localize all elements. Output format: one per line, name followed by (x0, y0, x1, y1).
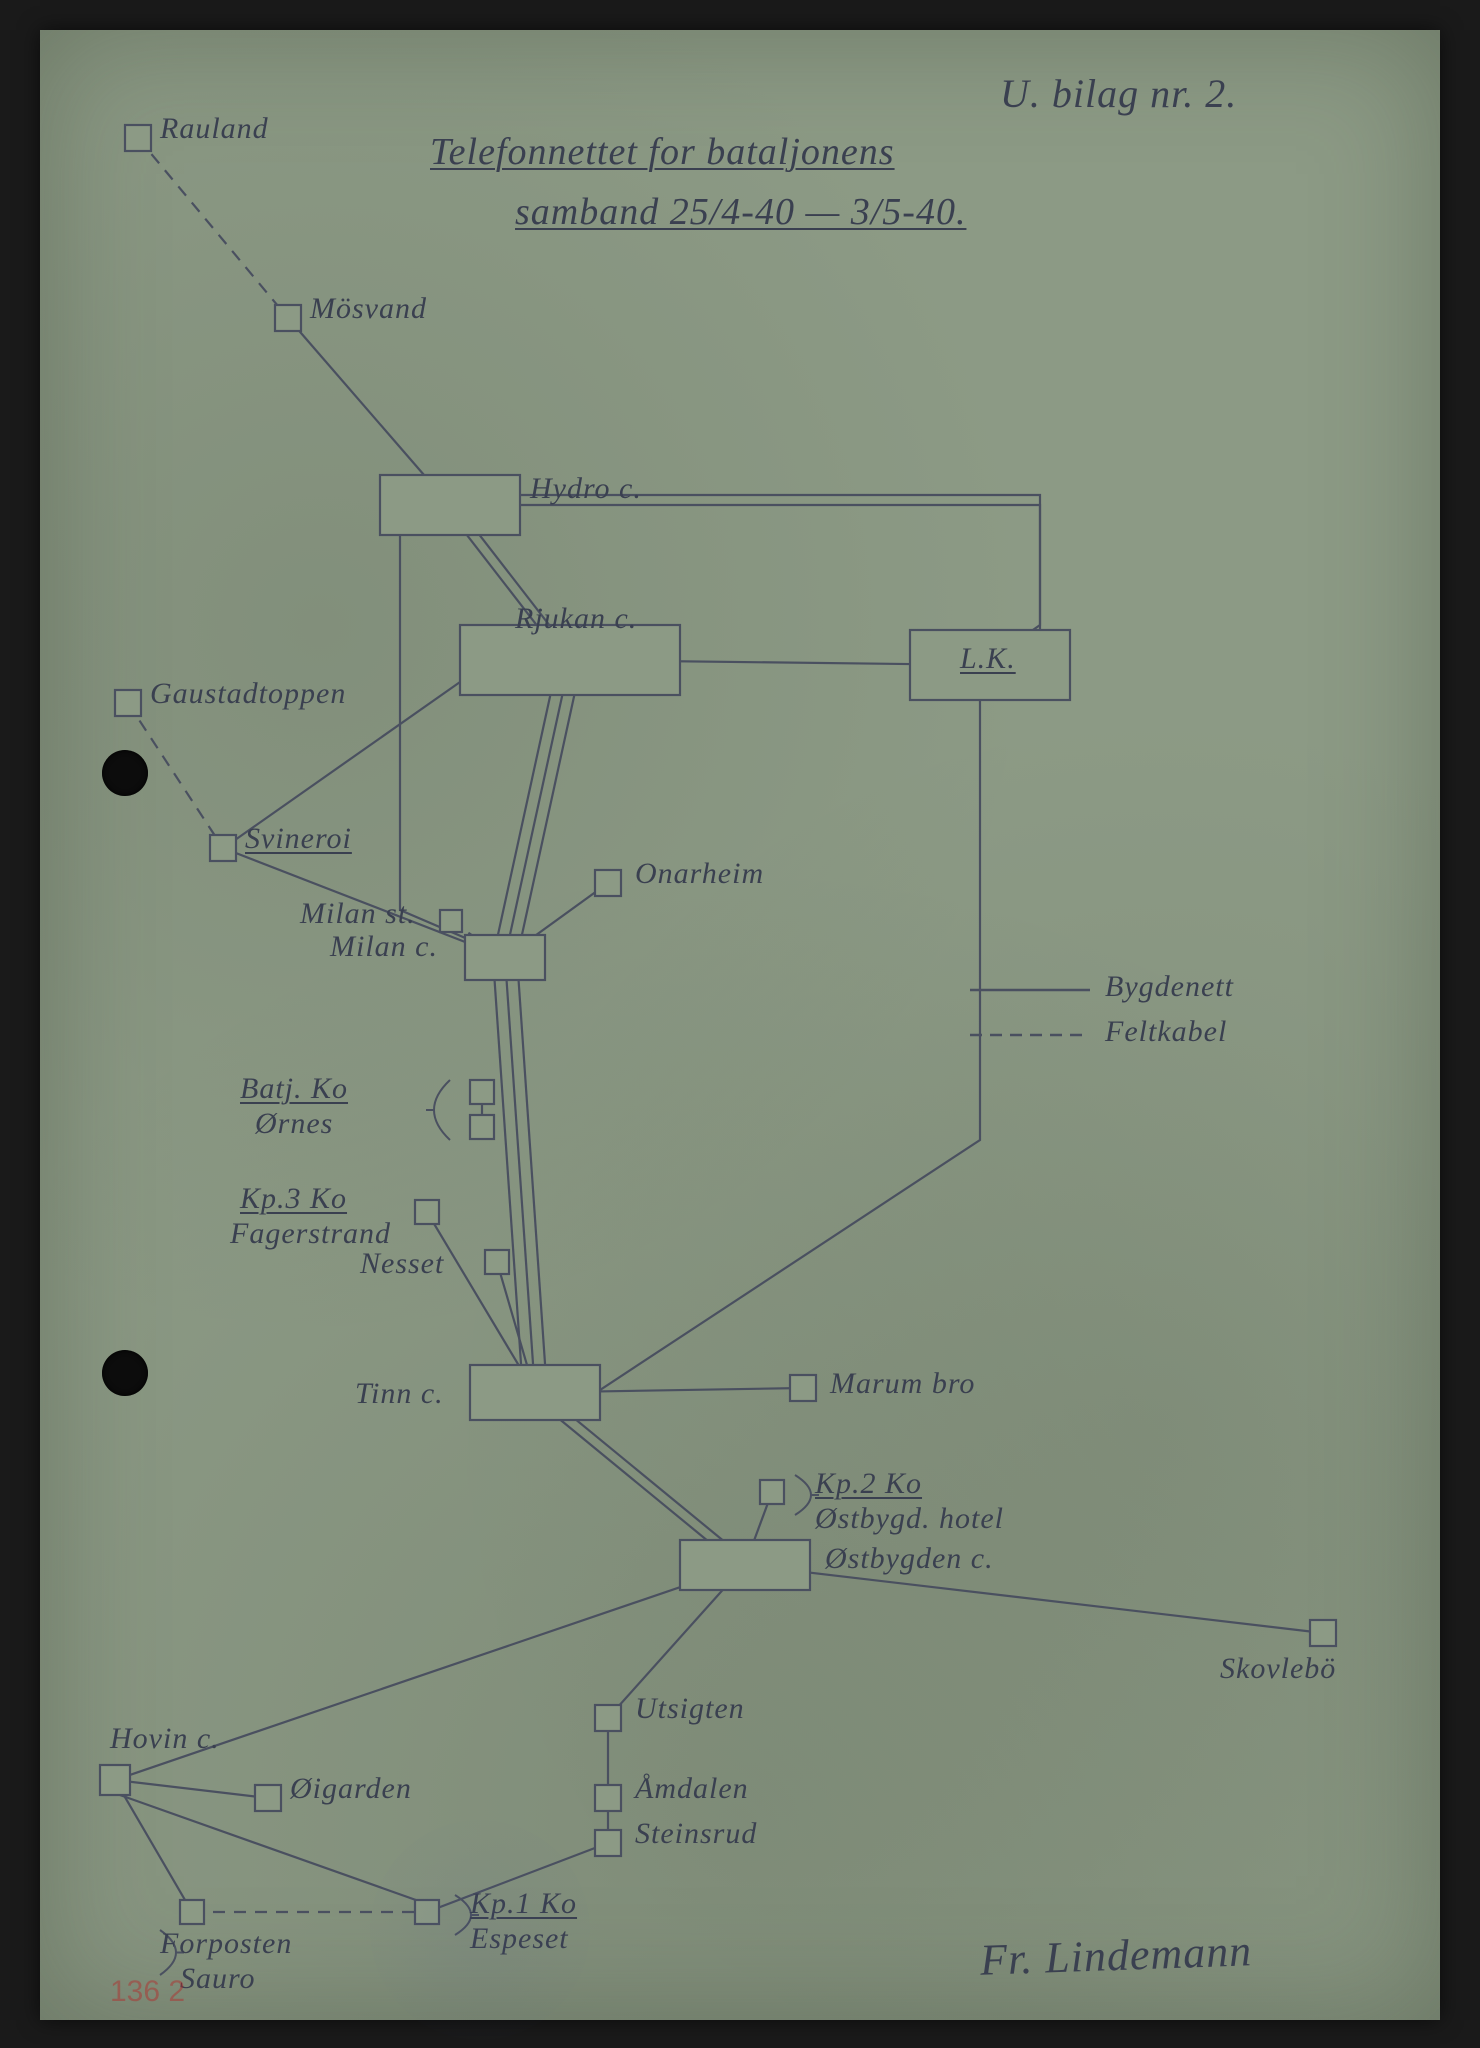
node-label-lk: L.K. (960, 642, 1016, 676)
node-label-kp3lbl: Kp.3 Ko (240, 1182, 347, 1216)
node-label-oigarden: Øigarden (290, 1772, 412, 1806)
red-stamp: 136 2 (110, 1975, 185, 2009)
node-label-onarheim: Onarheim (635, 857, 764, 891)
node-label-fagerstrand: Fagerstrand (230, 1217, 391, 1251)
node-label-hydro: Hydro c. (530, 472, 642, 506)
node-label-skovlebo: Skovlebö (1220, 1652, 1336, 1686)
legend-dashed: Feltkabel (1105, 1015, 1227, 1049)
node-label-hovin: Hovin c. (110, 1722, 220, 1756)
node-label-kp2lbl: Kp.2 Ko (815, 1467, 922, 1501)
node-label-steinsrud: Steinsrud (635, 1817, 757, 1851)
legend-solid: Bygdenett (1105, 970, 1234, 1004)
title-line-1: Telefonnettet for bataljonens (430, 130, 895, 174)
node-label-svineroi: Svineroi (245, 822, 352, 856)
faint-stamp (370, 1820, 590, 2040)
signature: Fr. Lindemann (979, 1925, 1253, 1985)
node-label-ornes: Ørnes (255, 1107, 333, 1141)
node-label-sauro: Sauro (180, 1962, 256, 1996)
node-label-marum: Marum bro (830, 1367, 975, 1401)
punch-hole-top (102, 750, 148, 796)
node-label-amdalen: Åmdalen (635, 1772, 749, 1806)
node-label-nesset: Nesset (360, 1247, 444, 1281)
node-label-utsigten: Utsigten (635, 1692, 745, 1726)
node-label-tinn: Tinn c. (355, 1377, 444, 1411)
node-label-milanc: Milan c. (330, 930, 438, 964)
punch-hole-bottom (102, 1350, 148, 1396)
title-line-2: samband 25/4-40 — 3/5-40. (515, 190, 966, 234)
node-label-osthotel: Østbygd. hotel (815, 1502, 1004, 1536)
node-label-forplbl: Forposten (160, 1927, 292, 1961)
node-label-ostbygden: Østbygden c. (825, 1542, 994, 1576)
node-label-mosvand: Mösvand (310, 292, 427, 326)
node-label-rjukan: Rjukan c. (515, 602, 637, 636)
node-label-rauland: Rauland (160, 112, 269, 146)
node-label-gaustad: Gaustadtoppen (150, 677, 346, 711)
paper-sheet: U. bilag nr. 2. Telefonnettet for batalj… (40, 30, 1440, 2020)
node-label-batjlabel: Batj. Ko (240, 1072, 348, 1106)
corner-note: U. bilag nr. 2. (1000, 70, 1237, 117)
node-label-milanst: Milan st. (300, 897, 416, 931)
